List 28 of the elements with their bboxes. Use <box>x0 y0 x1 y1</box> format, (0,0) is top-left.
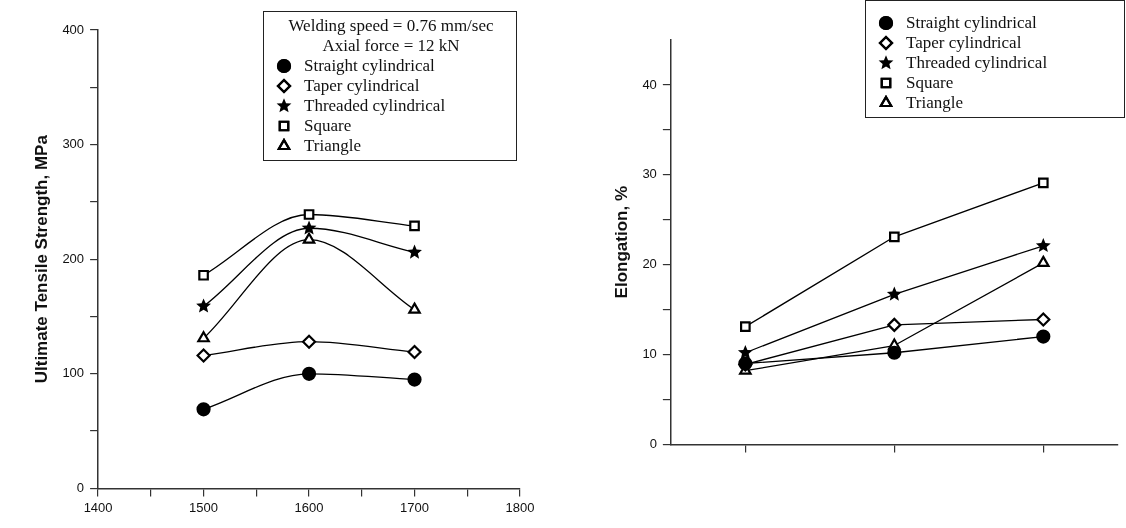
x-tick-label: 1400 <box>83 499 113 515</box>
y-tick-label: 40 <box>642 76 657 92</box>
legend-label: Threaded cylindrical <box>906 53 1048 73</box>
y-tick-label: 100 <box>62 365 85 381</box>
y-tick-label: 10 <box>642 346 657 362</box>
y-tick-label: 0 <box>649 435 657 451</box>
x-tick-label: 1800 <box>505 499 535 515</box>
legend-label: Square <box>304 116 352 136</box>
y-tick-label: 0 <box>76 479 85 495</box>
legend-label: Taper cylindrical <box>304 76 420 96</box>
y-axis-title: Ultimate Tensile Strength, MPa <box>31 134 51 384</box>
x-tick-label: 1700 <box>400 499 429 515</box>
y-axis-title: Elongation, % <box>611 186 631 299</box>
legend-title: Welding speed = 0.76 mm/sec Axial force = 12 kN <box>287 16 495 56</box>
legend-label: Straight cylindrical <box>906 13 1037 33</box>
y-tick-label: 300 <box>62 136 85 152</box>
y-tick-label: 200 <box>62 250 85 266</box>
y-tick-label: 30 <box>642 166 657 182</box>
y-tick-label: 400 <box>62 21 85 37</box>
legend-label: Threaded cylindrical <box>304 96 446 116</box>
legend-label: Straight cylindrical <box>304 56 435 76</box>
x-tick-label: 1500 <box>189 499 219 515</box>
x-tick-label: 1600 <box>294 499 324 515</box>
legend-label: Triangle <box>304 136 361 156</box>
legend-label: Triangle <box>906 93 963 113</box>
legend-label: Taper cylindrical <box>906 33 1022 53</box>
y-tick-label: 20 <box>642 256 657 272</box>
legend-label: Square <box>906 73 954 93</box>
